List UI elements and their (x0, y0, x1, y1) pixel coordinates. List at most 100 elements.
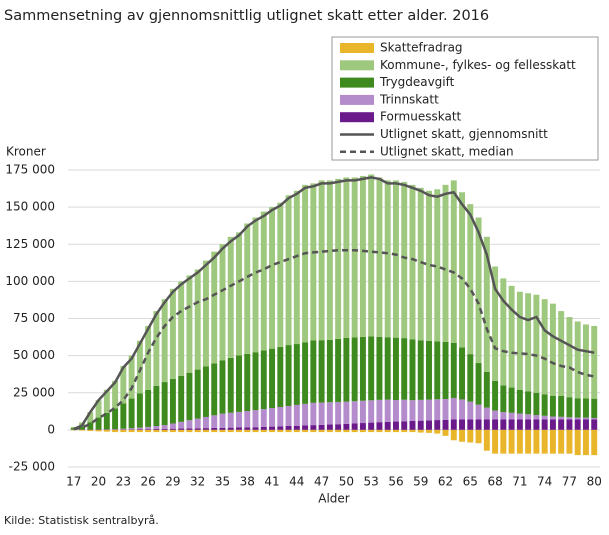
bar-segment (484, 430, 490, 451)
bar-segment (253, 427, 259, 430)
bar-segment (385, 400, 391, 422)
bar-segment (476, 405, 482, 420)
bar-segment (352, 177, 358, 337)
bar-segment (195, 370, 201, 419)
bar-segment (583, 398, 589, 417)
bar-segment (269, 408, 275, 427)
bar-segment (269, 207, 275, 349)
bar-segment (467, 419, 473, 429)
x-tick-label: 26 (140, 475, 155, 489)
bar-segment (410, 421, 416, 430)
bar-segment (310, 340, 316, 402)
bar-segment (368, 336, 374, 400)
bar-segment (410, 400, 416, 421)
bar-segment (319, 425, 325, 430)
bar-segment (426, 400, 432, 421)
bar-segment (220, 414, 226, 428)
legend-label: Utlignet skatt, median (380, 144, 514, 158)
bar-segment (533, 419, 539, 429)
bar-segment (302, 342, 308, 404)
bar-segment (525, 430, 531, 454)
bar-segment (393, 338, 399, 400)
x-tick-label: 80 (587, 475, 602, 489)
y-tick-label: 175 000 (5, 163, 55, 177)
bar-segment (261, 427, 267, 430)
bar-segment (310, 183, 316, 340)
x-tick-label: 71 (512, 475, 527, 489)
bar-segment (162, 425, 168, 429)
bar-segment (269, 430, 275, 432)
bar-segment (566, 417, 572, 419)
bar-segment (220, 428, 226, 430)
bar-segment (120, 429, 126, 430)
bar-segment (343, 430, 349, 432)
bar-segment (583, 324, 589, 398)
bar-segment (153, 311, 159, 386)
bar-segment (484, 408, 490, 420)
bar-segment (360, 176, 366, 337)
bar-segment (244, 223, 250, 353)
bar-segment (434, 430, 440, 434)
bar-segment (591, 326, 597, 399)
bar-segment (178, 281, 184, 375)
bar-segment (418, 340, 424, 399)
bar-segment (401, 182, 407, 338)
bar-segment (492, 381, 498, 411)
bar-segment (286, 426, 292, 430)
bar-segment (220, 244, 226, 360)
bar-segment (294, 191, 300, 344)
bar-segment (170, 289, 176, 379)
bar-segment (253, 352, 259, 410)
bar-segment (509, 286, 515, 388)
bar-segment (467, 402, 473, 420)
x-tick-label: 59 (413, 475, 428, 489)
y-tick-label: 0 (47, 422, 55, 436)
bar-segment (459, 192, 465, 347)
bar-segment (525, 293, 531, 391)
bar-segment (343, 177, 349, 337)
x-tick-label: 68 (487, 475, 502, 489)
bar-segment (327, 402, 333, 424)
bar-segment (236, 355, 242, 411)
bar-segment (170, 429, 176, 430)
x-tick-label: 53 (364, 475, 379, 489)
bar-segment (550, 304, 556, 396)
bar-segment (277, 347, 283, 407)
legend-swatch (340, 43, 374, 53)
bar-segment (186, 373, 192, 421)
bar-segment (253, 410, 259, 427)
bar-segment (376, 422, 382, 430)
bar-segment (162, 382, 168, 425)
bar-segment (426, 420, 432, 430)
legend-label: Formuesskatt (380, 110, 462, 124)
bar-segment (517, 419, 523, 429)
bar-segment (385, 337, 391, 399)
bar-segment (591, 430, 597, 455)
bar-segment (170, 430, 176, 432)
bar-segment (286, 345, 292, 406)
bar-segment (112, 430, 118, 432)
legend-label: Trygdeavgift (379, 75, 455, 89)
bar-segment (228, 413, 234, 428)
x-axis-title: Alder (318, 492, 350, 506)
y-axis-title: Kroner (6, 145, 46, 159)
bar-segment (327, 425, 333, 430)
bar-segment (410, 185, 416, 339)
bar-segment (492, 419, 498, 429)
bar-segment (591, 399, 597, 418)
bar-segment (500, 430, 506, 454)
bar-segment (170, 379, 176, 424)
x-tick-label: 56 (388, 475, 403, 489)
bar-segment (459, 347, 465, 399)
bar-segment (509, 419, 515, 429)
bar-segment (368, 430, 374, 432)
x-tick-label: 41 (264, 475, 279, 489)
bar-segment (401, 430, 407, 432)
bar-segment (327, 180, 333, 339)
bar-segment (360, 423, 366, 430)
bar-segment (327, 430, 333, 432)
bar-segment (517, 414, 523, 420)
bar-segment (451, 398, 457, 420)
bar-segment (310, 425, 316, 430)
bar-segment (376, 430, 382, 432)
